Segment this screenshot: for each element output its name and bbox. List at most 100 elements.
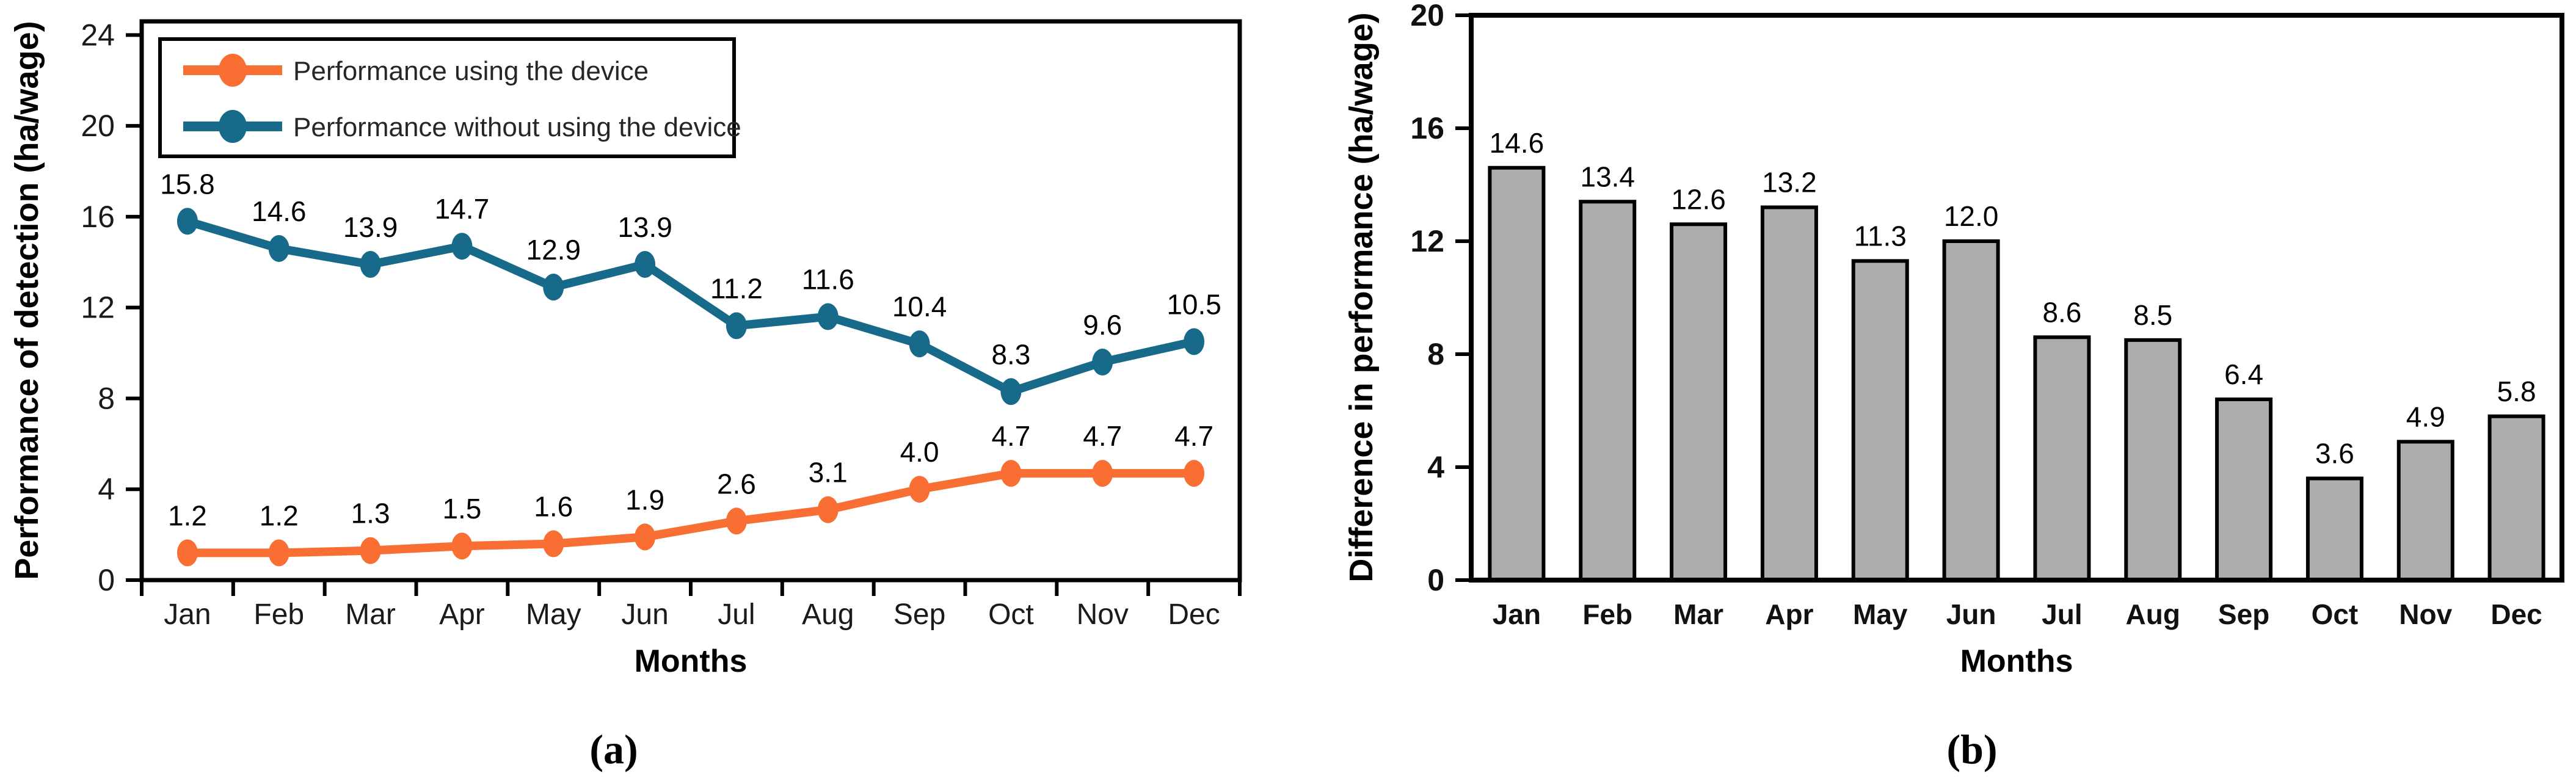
x-category-label: Dec (2490, 598, 2542, 630)
data-point-marker (451, 532, 473, 560)
data-point-label: 1.9 (625, 484, 664, 515)
series-line (183, 217, 1199, 396)
x-category-label: Aug (802, 598, 854, 631)
x-category-label: Oct (2312, 598, 2359, 630)
data-point-marker (726, 312, 747, 340)
data-point-label: 1.6 (534, 490, 573, 522)
line-chart-render-layer: 0 4 8 12 16 20 24 Jan Feb Mar Apr May Jun Jul Aug Sep Oc… (81, 18, 1242, 631)
data-point-label: 8.3 (991, 338, 1030, 370)
data-point-marker (817, 303, 839, 330)
bar (2124, 338, 2182, 582)
x-category-label: Apr (1765, 598, 1813, 630)
panel-caption-a: (a) (589, 726, 638, 772)
data-point-marker (1000, 378, 1022, 405)
data-point-label: 1.3 (351, 498, 390, 529)
bar (2305, 476, 2363, 582)
bar-value-label: 8.5 (2133, 299, 2172, 331)
x-axis-title-a: Months (635, 644, 748, 679)
data-point-label: 14.6 (252, 195, 307, 227)
x-category-label: Jun (621, 598, 668, 631)
legend-label: Performance using the device (293, 56, 649, 86)
bar-value-label: 13.2 (1762, 167, 1817, 198)
data-point-marker (1092, 460, 1113, 487)
data-point-label: 4.7 (991, 420, 1030, 452)
x-category-label: Sep (893, 598, 945, 631)
data-point-marker (360, 537, 381, 564)
data-point-label: 11.2 (710, 272, 763, 304)
bar (1760, 205, 1818, 582)
data-point-label: 9.6 (1083, 309, 1122, 341)
x-category-label: Dec (1168, 598, 1220, 631)
data-point-label: 4.7 (1083, 420, 1122, 452)
data-point-marker (268, 539, 289, 567)
y-tick-label: 4 (98, 472, 115, 506)
x-category-label: May (526, 598, 581, 631)
x-category-label: Jul (2042, 598, 2082, 630)
y-axis-title-b: Difference in performance (ha/wage) (1343, 12, 1380, 582)
bar-value-label: 4.9 (2406, 401, 2445, 432)
x-category-label: Jan (1493, 598, 1541, 630)
bar (2487, 414, 2545, 582)
bar-value-label: 12.0 (1944, 200, 1999, 232)
legend-box (158, 37, 736, 158)
y-axis-title-a: Performance of detection (ha/wage) (9, 21, 45, 579)
bar-chart-render-layer: 0 4 8 12 16 20 14.6 13.4 12.6 13.2 11.3 12.0 8.6 8.5 6… (1410, 0, 2564, 630)
bar (1488, 165, 1546, 582)
data-point-marker (451, 233, 473, 260)
y-tick-label: 16 (1410, 111, 1444, 145)
bar-value-label: 12.6 (1671, 183, 1726, 215)
y-tick-label: 0 (1427, 563, 1444, 597)
x-category-label: Jun (1946, 598, 1996, 630)
x-category-label: Mar (1673, 598, 1723, 630)
bar (1851, 259, 1909, 582)
data-point-label: 4.0 (900, 436, 939, 468)
series-line (183, 469, 1199, 558)
x-category-label: Apr (439, 598, 485, 631)
x-axis-title-b: Months (1960, 644, 2073, 679)
x-category-label: May (1853, 598, 1908, 630)
x-category-label: Feb (1582, 598, 1632, 630)
data-point-marker (543, 274, 564, 301)
data-point-label: 1.5 (442, 493, 481, 525)
x-category-label: Aug (2126, 598, 2180, 630)
y-tick-label: 20 (1410, 0, 1444, 32)
data-point-marker (726, 507, 747, 535)
data-point-label: 13.9 (343, 211, 398, 243)
data-point-marker (1184, 460, 1205, 487)
bar-chart-canvas: 0 4 8 12 16 20 14.6 13.4 12.6 13.2 11.3 12.0 8.6 8.5 6… (1343, 0, 2564, 772)
data-point-label: 12.9 (526, 234, 581, 266)
data-point-marker (1000, 460, 1022, 487)
x-category-label: Sep (2218, 598, 2269, 630)
x-category-label: Nov (2399, 598, 2452, 630)
y-tick-label: 16 (81, 200, 115, 234)
bar-value-label: 14.6 (1490, 127, 1545, 159)
bar-value-label: 13.4 (1580, 161, 1635, 192)
data-point-marker (543, 530, 564, 558)
data-point-label: 4.7 (1174, 420, 1213, 452)
y-tick-label: 4 (1427, 450, 1444, 484)
bar-value-label: 11.3 (1854, 220, 1907, 252)
bar-value-label: 8.6 (2042, 296, 2081, 328)
x-category-label: Jan (164, 598, 211, 631)
data-point-label: 15.8 (160, 168, 215, 200)
legend-marker (219, 110, 247, 143)
data-point-marker (1092, 348, 1113, 376)
data-point-marker (176, 539, 198, 567)
panel-a-line-chart: 0 4 8 12 16 20 24 Jan Feb Mar Apr May Jun Jul Aug Sep Oc… (9, 18, 1242, 772)
bar-value-label: 6.4 (2224, 358, 2263, 390)
panel-caption-b: (b) (1946, 726, 1997, 772)
x-category-label: Mar (345, 598, 396, 631)
x-category-label: Feb (253, 598, 304, 631)
x-category-label: Nov (1077, 598, 1129, 631)
data-point-label: 13.9 (617, 211, 672, 243)
line-chart-canvas: 0 4 8 12 16 20 24 Jan Feb Mar Apr May Jun Jul Aug Sep Oc… (9, 18, 1242, 772)
data-point-marker (909, 476, 930, 503)
bar (1942, 239, 2000, 582)
bar (2396, 440, 2454, 582)
bar (2033, 335, 2091, 582)
data-point-label: 10.5 (1166, 288, 1221, 320)
panel-b-bar-chart: 0 4 8 12 16 20 14.6 13.4 12.6 13.2 11.3 12.0 8.6 8.5 6… (1288, 0, 2576, 781)
data-point-label: 2.6 (717, 468, 756, 499)
data-point-label: 3.1 (809, 457, 848, 489)
